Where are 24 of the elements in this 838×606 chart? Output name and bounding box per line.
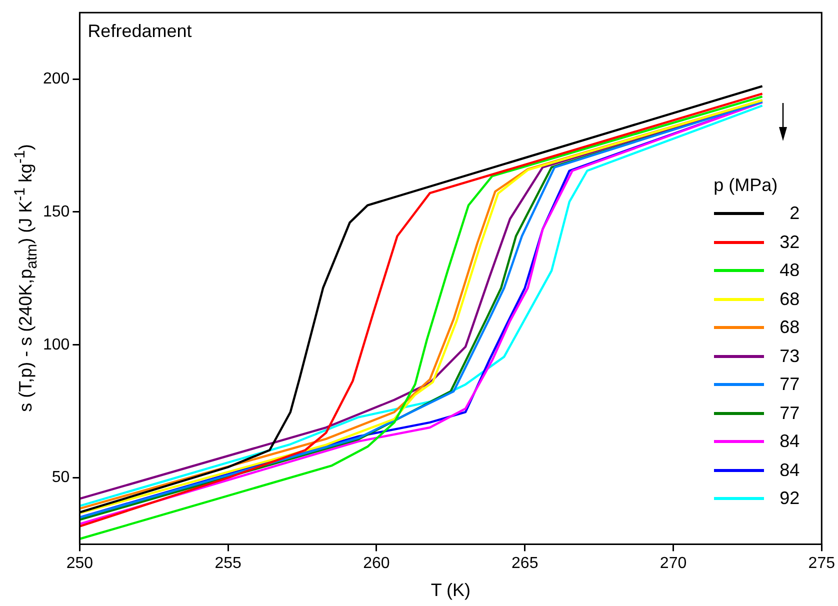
legend-label: 92: [778, 488, 800, 510]
legend-label: 68: [778, 317, 800, 338]
legend-label: 84: [778, 431, 800, 452]
legend-label: 84: [778, 460, 800, 481]
legend-label: 68: [778, 288, 800, 310]
legend-title: p (MPa): [714, 174, 779, 196]
y-tick-label: 50: [52, 469, 70, 486]
x-tick-label: 275: [808, 555, 836, 572]
y-tick-label: 100: [42, 336, 70, 354]
legend-label: 73: [778, 346, 800, 367]
legend-label: 2: [788, 203, 800, 224]
x-tick-label: 250: [66, 555, 94, 572]
x-axis-title: T (K): [430, 580, 471, 600]
chart-title: Refredament: [88, 20, 192, 42]
legend-label: 48: [778, 260, 800, 282]
x-tick-label: 260: [363, 555, 390, 572]
legend-label: 77: [778, 402, 800, 424]
legend-label: 32: [778, 232, 800, 253]
x-tick-label: 270: [660, 555, 687, 572]
legend-label: 77: [778, 374, 800, 396]
y-tick-label: 150: [42, 203, 70, 220]
y-tick-label: 200: [42, 70, 70, 88]
x-tick-label: 265: [512, 555, 538, 572]
x-tick-label: 255: [214, 555, 242, 572]
